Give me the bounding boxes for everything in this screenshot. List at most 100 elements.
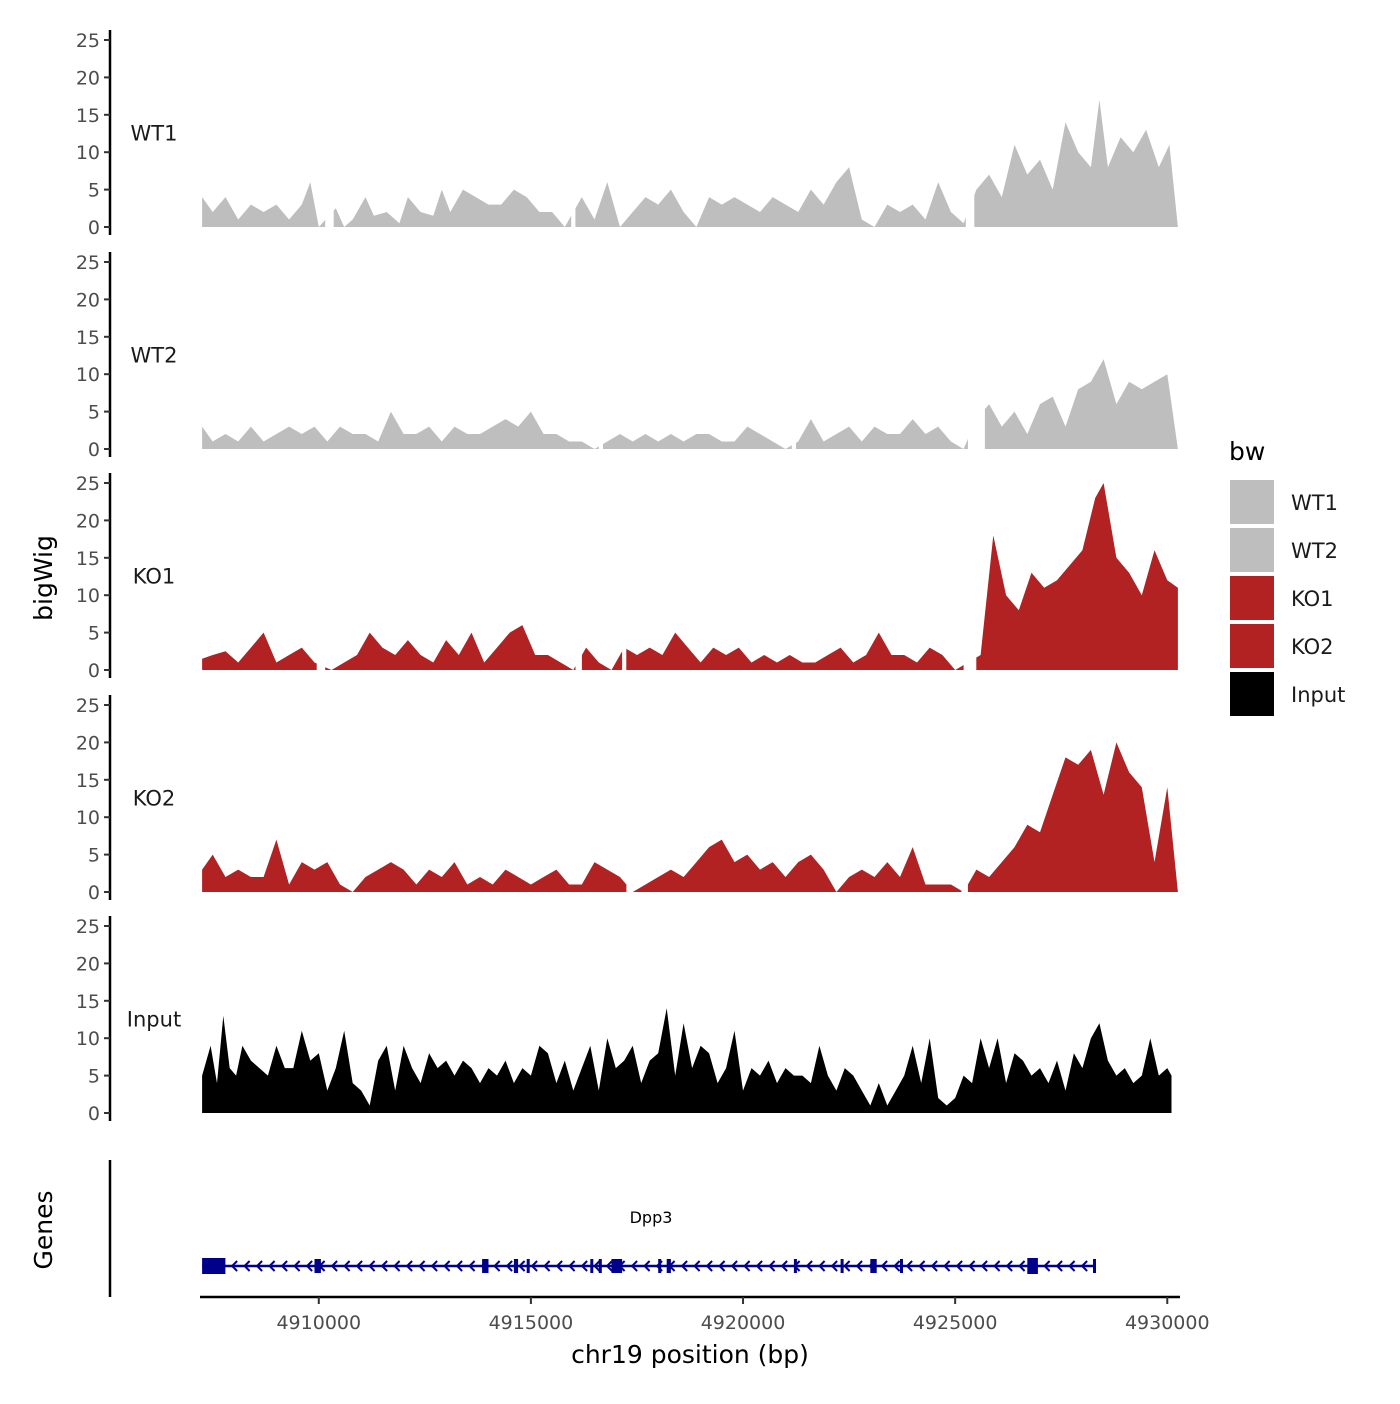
track-label-wt2: WT2 (131, 344, 178, 368)
strand-arrow-12 (380, 1260, 388, 1272)
gap-ko1-0 (316, 481, 326, 671)
strand-arrow-27 (568, 1260, 576, 1272)
strand-arrow-42 (755, 1260, 763, 1272)
strand-arrow-62 (1005, 1260, 1013, 1272)
y-tick-label-ko1-0: 0 (88, 660, 100, 682)
exon-5 (590, 1259, 594, 1273)
strand-arrow-15 (418, 1260, 426, 1272)
x-tick-label-4925000: 4925000 (913, 1312, 998, 1334)
x-tick-label-4910000: 4910000 (276, 1312, 361, 1334)
y-tick-label-ko2-15: 15 (76, 770, 100, 792)
gap-ko1-1 (575, 481, 582, 671)
y-tick-label-input-20: 20 (76, 953, 100, 975)
strand-arrow-54 (905, 1260, 913, 1272)
strand-arrow-19 (468, 1260, 476, 1272)
y-tick-label-ko2-5: 5 (88, 845, 100, 867)
gene-layer: Dpp3 (108, 1160, 1096, 1297)
strand-arrow-24 (530, 1260, 538, 1272)
strand-arrow-0 (230, 1260, 238, 1272)
track-input: 0 5 10 15 20 25 Input (76, 916, 1172, 1125)
track-wt2: 0 5 10 15 20 25 WT2 (76, 252, 1178, 461)
gap-ko2-0 (626, 703, 633, 893)
x-tick-label-4915000: 4915000 (489, 1312, 574, 1334)
y-tick-label-ko2-25: 25 (76, 695, 100, 717)
x-axis: 4910000 4915000 4920000 4925000 4930000 (200, 1295, 1210, 1334)
y-tick-label-ko1-20: 20 (76, 510, 100, 532)
strand-arrow-5 (293, 1260, 301, 1272)
strand-arrow-33 (643, 1260, 651, 1272)
exon-3 (513, 1259, 519, 1273)
gap-wt2-0 (598, 260, 603, 450)
strand-arrow-44 (780, 1260, 788, 1272)
x-axis-title: chr19 position (bp) (571, 1340, 809, 1369)
strand-arrow-2 (255, 1260, 263, 1272)
legend-title: bw (1229, 437, 1265, 466)
strand-arrow-13 (393, 1260, 401, 1272)
x-tick-label-4920000: 4920000 (701, 1312, 786, 1334)
y-tick-label-wt2-25: 25 (76, 252, 100, 274)
strand-arrow-40 (730, 1260, 738, 1272)
gap-ko1-3 (963, 481, 977, 671)
strand-arrow-61 (993, 1260, 1001, 1272)
legend-swatch-wt2 (1230, 528, 1274, 572)
strand-arrow-10 (355, 1260, 363, 1272)
legend-label-wt1: WT1 (1291, 491, 1338, 515)
area-ko2 (202, 742, 1178, 892)
strand-arrow-38 (705, 1260, 713, 1272)
y-tick-label-input-15: 15 (76, 991, 100, 1013)
strand-arrow-48 (830, 1260, 838, 1272)
gap-wt2-1 (791, 260, 796, 450)
strand-arrow-58 (955, 1260, 963, 1272)
legend-swatch-ko1 (1230, 576, 1274, 620)
strand-arrow-21 (493, 1260, 501, 1272)
y-tick-label-input-25: 25 (76, 916, 100, 938)
legend-label-wt2: WT2 (1291, 539, 1338, 563)
strand-arrow-49 (843, 1260, 851, 1272)
exon-12 (870, 1259, 877, 1273)
y-tick-label-wt1-25: 25 (76, 30, 100, 52)
strand-arrow-66 (1055, 1260, 1063, 1272)
y-tick-label-ko1-25: 25 (76, 473, 100, 495)
strand-arrow-50 (855, 1260, 863, 1272)
y-tick-label-wt2-10: 10 (76, 364, 100, 386)
strand-arrow-63 (1018, 1260, 1026, 1272)
y-tick-label-ko2-20: 20 (76, 732, 100, 754)
exon-9 (666, 1259, 671, 1273)
exon-13 (900, 1259, 903, 1273)
exon-6 (598, 1259, 602, 1273)
legend-swatch-ko2 (1230, 624, 1274, 668)
exon-2 (482, 1259, 489, 1273)
strand-arrow-11 (368, 1260, 376, 1272)
strand-arrow-37 (693, 1260, 701, 1272)
legend-label-ko1: KO1 (1291, 587, 1334, 611)
strand-arrow-14 (405, 1260, 413, 1272)
y-tick-label-wt2-5: 5 (88, 402, 100, 424)
legend-label-input: Input (1291, 683, 1345, 707)
y-tick-label-wt1-10: 10 (76, 142, 100, 164)
strand-arrow-46 (805, 1260, 813, 1272)
strand-arrow-23 (518, 1260, 526, 1272)
strand-arrow-25 (543, 1260, 551, 1272)
track-ko1: 0 5 10 15 20 25 KO1 (76, 473, 1178, 682)
strand-arrow-47 (818, 1260, 826, 1272)
gene-name-label: Dpp3 (630, 1208, 673, 1227)
gap-wt1-0 (325, 38, 334, 228)
y-tick-label-input-5: 5 (88, 1066, 100, 1088)
strand-arrow-18 (455, 1260, 463, 1272)
x-tick-label-4930000: 4930000 (1125, 1312, 1210, 1334)
gap-ko1-2 (622, 481, 627, 671)
y-tick-label-wt1-15: 15 (76, 105, 100, 127)
track-wt1: 0 5 10 15 20 25 WT1 (76, 30, 1178, 239)
exon-0 (202, 1258, 226, 1274)
strand-arrow-68 (1080, 1260, 1088, 1272)
exon-14 (1027, 1258, 1038, 1274)
strand-arrow-39 (718, 1260, 726, 1272)
y-tick-label-ko2-10: 10 (76, 807, 100, 829)
strand-arrow-36 (680, 1260, 688, 1272)
strand-arrow-59 (968, 1260, 976, 1272)
y-tick-label-wt2-0: 0 (88, 439, 100, 461)
exon-7 (611, 1259, 623, 1273)
exon-15 (1093, 1259, 1096, 1273)
